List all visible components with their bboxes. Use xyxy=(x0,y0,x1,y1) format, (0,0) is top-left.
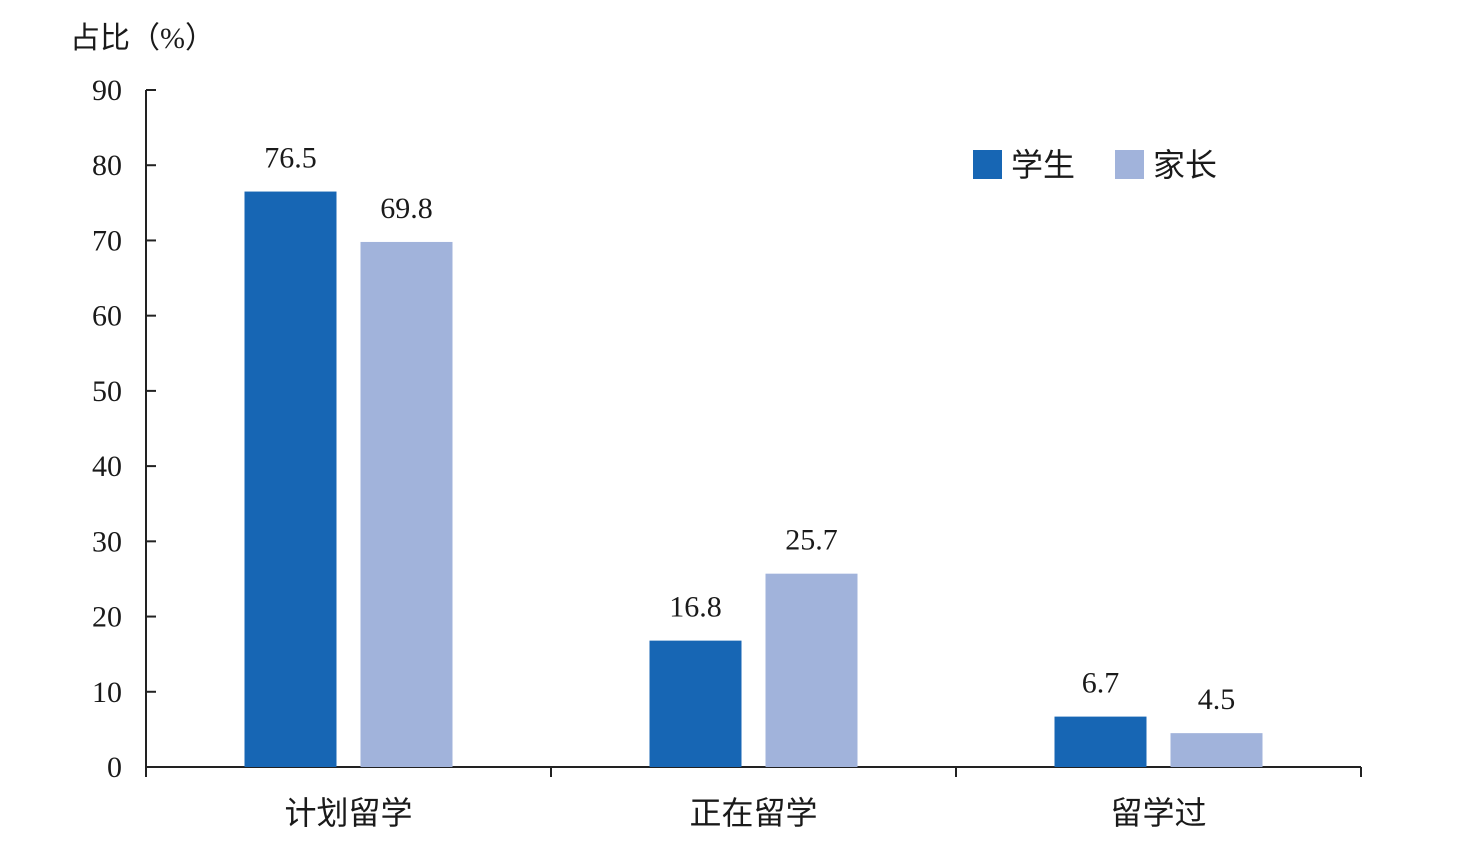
y-tick-label: 80 xyxy=(92,149,122,182)
data-label: 69.8 xyxy=(380,192,433,225)
legend-label: 学生 xyxy=(1011,147,1075,183)
y-tick-label: 90 xyxy=(92,74,122,107)
data-label: 25.7 xyxy=(785,524,838,557)
data-label: 76.5 xyxy=(264,142,317,175)
y-tick-label: 70 xyxy=(92,224,122,257)
legend-swatch xyxy=(1115,150,1144,179)
x-category-label: 计划留学 xyxy=(284,795,412,831)
y-tick-label: 30 xyxy=(92,525,122,558)
legend: 学生 家长 xyxy=(973,147,1217,183)
y-tick-label: 40 xyxy=(92,450,122,483)
y-tick-label: 10 xyxy=(92,676,122,709)
bar-家长 xyxy=(360,241,453,768)
x-category-label: 正在留学 xyxy=(689,795,817,831)
bar-家长 xyxy=(1170,733,1263,767)
bar-学生 xyxy=(244,191,337,768)
bar-学生 xyxy=(1054,716,1147,767)
x-category-label: 留学过 xyxy=(1110,795,1206,831)
bar-家长 xyxy=(765,573,858,767)
data-label: 4.5 xyxy=(1198,683,1236,716)
legend-label: 家长 xyxy=(1153,147,1217,183)
data-label: 6.7 xyxy=(1082,667,1120,700)
y-tick-label: 60 xyxy=(92,300,122,333)
bars xyxy=(244,191,1263,768)
y-tick-label: 20 xyxy=(92,601,122,634)
bar-学生 xyxy=(649,640,742,767)
data-label: 16.8 xyxy=(669,591,722,624)
y-tick-label: 0 xyxy=(107,751,122,784)
axes: 0 10 20 30 40 50 60 70 80 90 计划留学 正在留学 留学过 xyxy=(92,74,1362,831)
data-labels: 76.5 16.8 6.7 69.8 25.7 4.5 xyxy=(264,142,1235,717)
legend-swatch xyxy=(973,150,1002,179)
y-axis-title: 占比（%） xyxy=(70,22,215,55)
y-tick-label: 50 xyxy=(92,375,122,408)
